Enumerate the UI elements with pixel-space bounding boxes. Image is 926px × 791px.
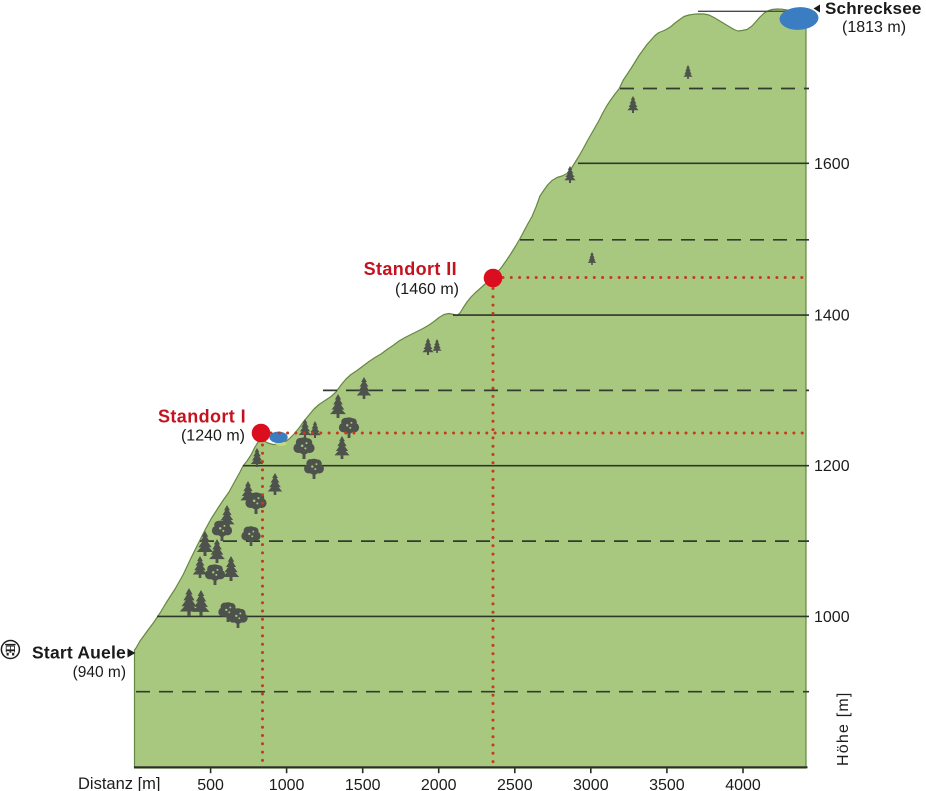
svg-text:1000: 1000 <box>814 609 850 626</box>
svg-text:3500: 3500 <box>649 777 685 791</box>
svg-text:Standort II: Standort II <box>364 259 457 279</box>
svg-text:500: 500 <box>197 777 224 791</box>
svg-text:1600: 1600 <box>814 156 850 173</box>
svg-text:(940 m): (940 m) <box>73 664 126 681</box>
svg-text:Distanz [m]: Distanz [m] <box>78 775 161 791</box>
svg-text:1000: 1000 <box>269 777 305 791</box>
svg-text:3000: 3000 <box>573 777 609 791</box>
svg-text:1500: 1500 <box>345 777 381 791</box>
svg-text:(1460 m): (1460 m) <box>395 281 459 298</box>
svg-text:Schrecksee: Schrecksee <box>825 0 922 18</box>
svg-text:1400: 1400 <box>814 308 850 325</box>
svg-text:(1813 m): (1813 m) <box>842 19 906 36</box>
svg-text:2000: 2000 <box>421 777 457 791</box>
svg-text:1200: 1200 <box>814 458 850 475</box>
svg-text:Höhe [m]: Höhe [m] <box>835 691 852 766</box>
svg-text:2500: 2500 <box>497 777 533 791</box>
svg-text:Start Auele: Start Auele <box>32 643 126 663</box>
svg-text:4000: 4000 <box>725 777 761 791</box>
svg-text:(1240 m): (1240 m) <box>181 428 245 445</box>
svg-text:Standort I: Standort I <box>158 407 246 427</box>
